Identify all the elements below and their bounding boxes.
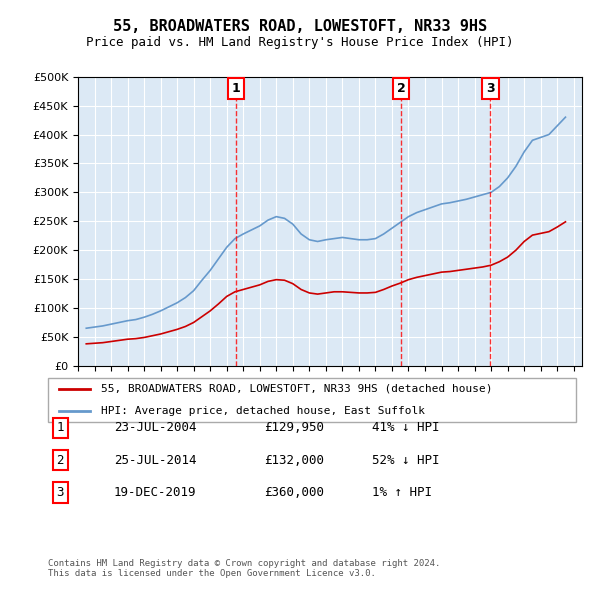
Text: Contains HM Land Registry data © Crown copyright and database right 2024.
This d: Contains HM Land Registry data © Crown c… (48, 559, 440, 578)
Text: 1: 1 (56, 421, 64, 434)
Text: £360,000: £360,000 (264, 486, 324, 499)
Text: £132,000: £132,000 (264, 454, 324, 467)
Text: 3: 3 (56, 486, 64, 499)
Text: 55, BROADWATERS ROAD, LOWESTOFT, NR33 9HS (detached house): 55, BROADWATERS ROAD, LOWESTOFT, NR33 9H… (101, 384, 493, 394)
Text: 25-JUL-2014: 25-JUL-2014 (114, 454, 197, 467)
Text: HPI: Average price, detached house, East Suffolk: HPI: Average price, detached house, East… (101, 406, 425, 416)
Text: 2: 2 (56, 454, 64, 467)
Text: 1% ↑ HPI: 1% ↑ HPI (372, 486, 432, 499)
Text: 23-JUL-2004: 23-JUL-2004 (114, 421, 197, 434)
Text: 3: 3 (486, 82, 495, 95)
FancyBboxPatch shape (48, 378, 576, 422)
Text: 19-DEC-2019: 19-DEC-2019 (114, 486, 197, 499)
Text: 2: 2 (397, 82, 406, 95)
Text: £129,950: £129,950 (264, 421, 324, 434)
Text: 52% ↓ HPI: 52% ↓ HPI (372, 454, 439, 467)
Text: 1: 1 (232, 82, 240, 95)
Text: 55, BROADWATERS ROAD, LOWESTOFT, NR33 9HS: 55, BROADWATERS ROAD, LOWESTOFT, NR33 9H… (113, 19, 487, 34)
Text: 41% ↓ HPI: 41% ↓ HPI (372, 421, 439, 434)
Text: Price paid vs. HM Land Registry's House Price Index (HPI): Price paid vs. HM Land Registry's House … (86, 36, 514, 49)
